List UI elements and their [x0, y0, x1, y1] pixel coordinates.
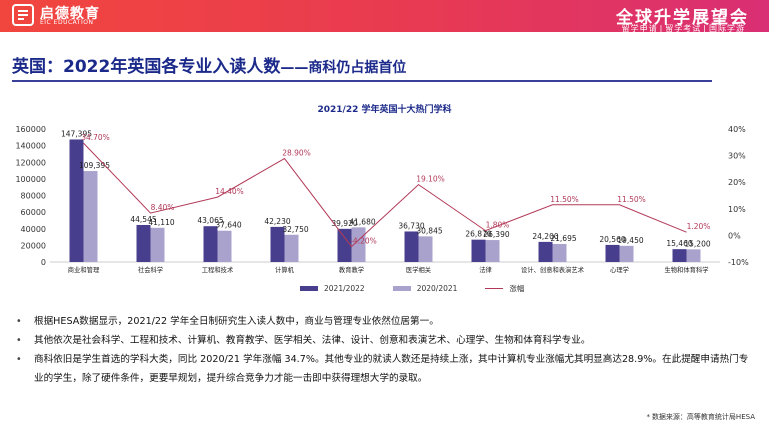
logo-text: 启德教育 [40, 6, 100, 22]
x-tick-label: 计算机 [275, 265, 295, 274]
bar-2021 [136, 224, 151, 262]
bar-value-label-2020: 41,680 [349, 217, 375, 226]
bar-value-label-2021: 147,395 [61, 129, 92, 138]
growth-label: 1.20% [687, 222, 711, 231]
y-tick-label: 0 [41, 258, 46, 267]
bar-value-label-2020: 19,450 [617, 236, 643, 245]
bar-2021 [605, 244, 620, 262]
bar-value-label-2021: 15,460 [666, 239, 692, 248]
bar-2020 [552, 243, 567, 262]
y2-tick-label: 30% [728, 152, 746, 161]
bullet-item: 商科依旧是学生首选的学科大类，同比 2020/21 学年涨幅 34.7%。其他专… [12, 350, 752, 388]
growth-label: 11.50% [617, 195, 646, 204]
growth-line [83, 142, 687, 248]
logo-subtext: EIC EDUCATION [40, 19, 94, 26]
bar-value-label-2021: 26,870 [465, 230, 491, 239]
bar-2021 [69, 139, 84, 262]
bar-value-label-2020: 30,845 [416, 226, 442, 235]
logo-icon [12, 4, 34, 26]
title-divider [12, 80, 712, 82]
header-bar: 启德教育 EIC EDUCATION 全球升学展望会 留学申请 | 留学考试 | 国际学… [0, 0, 769, 33]
bar-value-label-2020: 37,640 [215, 221, 241, 230]
growth-label: 28.90% [282, 149, 311, 158]
bar-2021 [672, 249, 687, 262]
bar-2020 [485, 240, 500, 262]
bar-2020 [418, 236, 433, 262]
x-tick-label: 心理学 [610, 265, 629, 274]
x-tick-label: 社会科学 [138, 265, 163, 274]
bar-value-label-2020: 41,110 [148, 218, 174, 227]
y-tick-label: 120000 [15, 158, 46, 167]
y-tick-label: 20000 [21, 241, 46, 250]
page-title-suffix: ——商科仍占据首位 [280, 60, 407, 76]
bar-2020 [284, 234, 299, 262]
bullet-list: 根据HESA数据显示，2021/22 学年全日制研究生入读人数中，商业与管理专业… [12, 312, 752, 388]
bullet-item: 其他依次是社会科学、工程和技术、计算机、教育教学、医学相关、法律、设计、创意和表… [12, 331, 752, 350]
x-tick-label: 教育教学 [339, 265, 364, 274]
growth-label: 1.80% [486, 221, 510, 230]
x-tick-label: 商业和管理 [68, 265, 100, 274]
growth-label: 19.10% [416, 175, 445, 184]
bar-value-label-2021: 42,230 [264, 217, 290, 226]
bar-line-chart: 0 20000 40000 60000 80000 100000 120000 140000 1… [15, 125, 749, 274]
chart-title: 2021/22 学年英国十大热门学科 [317, 105, 452, 115]
y2-tick-label: 0% [728, 231, 741, 240]
growth-label: 14.40% [215, 187, 244, 196]
bar-value-label-2021: 43,065 [197, 216, 223, 225]
bar-value-label-2020: 21,695 [550, 234, 576, 243]
growth-label: 11.50% [550, 195, 579, 204]
bar-2021 [538, 241, 553, 262]
bar-2020 [83, 171, 98, 262]
y-tick-label: 140000 [15, 142, 46, 151]
chart-legend: 2021/2022 2020/2021 涨幅 [300, 283, 524, 294]
y2-tick-label: 20% [728, 178, 746, 187]
bar-value-label-2020: 15,200 [684, 239, 710, 248]
legend-item-2020: 2020/2021 [392, 283, 457, 294]
source-note: 数据来源：高等教育统计局HESA [646, 412, 755, 422]
y2-tick-label: 10% [728, 205, 746, 214]
x-tick-label: 生物和体育科学 [664, 265, 708, 274]
brand-subtitle: 留学申请 | 留学考试 | 国际学游 [621, 24, 745, 33]
bar-2021 [270, 226, 285, 262]
bar-value-label-2021: 44,545 [130, 215, 156, 224]
y-tick-label: 160000 [15, 125, 46, 134]
bar-2021 [404, 231, 419, 262]
bar-value-label-2020: 109,395 [79, 161, 110, 170]
brand-title: 全球升学展望会 [616, 8, 749, 28]
bar-2021 [471, 239, 486, 262]
y-tick-label: 60000 [21, 208, 46, 217]
y-tick-label: 100000 [15, 175, 46, 184]
bar-2021 [203, 226, 218, 262]
y-tick-label: 80000 [21, 192, 46, 201]
growth-label: 8.40% [151, 203, 175, 212]
y2-tick-label: 40% [728, 125, 746, 134]
growth-label: -4.20% [350, 237, 377, 246]
bar-value-label-2020: 26,390 [483, 230, 509, 239]
bullet-item: 根据HESA数据显示，2021/22 学年全日制研究生入读人数中，商业与管理专业… [12, 312, 752, 331]
bar-value-label-2020: 32,750 [282, 225, 308, 234]
bar-2020 [619, 245, 634, 262]
bar-2020 [686, 249, 701, 262]
bar-2020 [217, 230, 232, 262]
x-tick-label: 设计、创意和表演艺术 [521, 265, 585, 274]
bar-value-label-2021: 39,920 [331, 219, 357, 228]
x-tick-label: 工程和技术 [202, 265, 234, 274]
page-title: 英国：2022年英国各专业入读人数——商科仍占据首位 [12, 57, 407, 77]
y2-tick-label: -10% [728, 258, 749, 267]
bar-value-label-2021: 36,730 [398, 221, 424, 230]
y-tick-label: 40000 [21, 225, 46, 234]
bar-2020 [150, 227, 165, 262]
bar-2020 [351, 227, 366, 262]
growth-label: 34.70% [81, 133, 110, 142]
bar-2021 [337, 228, 352, 262]
legend-item-growth: 涨幅 [485, 283, 524, 294]
x-tick-label: 医学相关 [406, 265, 432, 274]
legend-item-2021: 2021/2022 [300, 283, 365, 294]
bar-value-label-2021: 20,560 [599, 235, 625, 244]
bar-value-label-2021: 24,200 [532, 232, 558, 241]
x-tick-label: 法律 [479, 265, 492, 274]
